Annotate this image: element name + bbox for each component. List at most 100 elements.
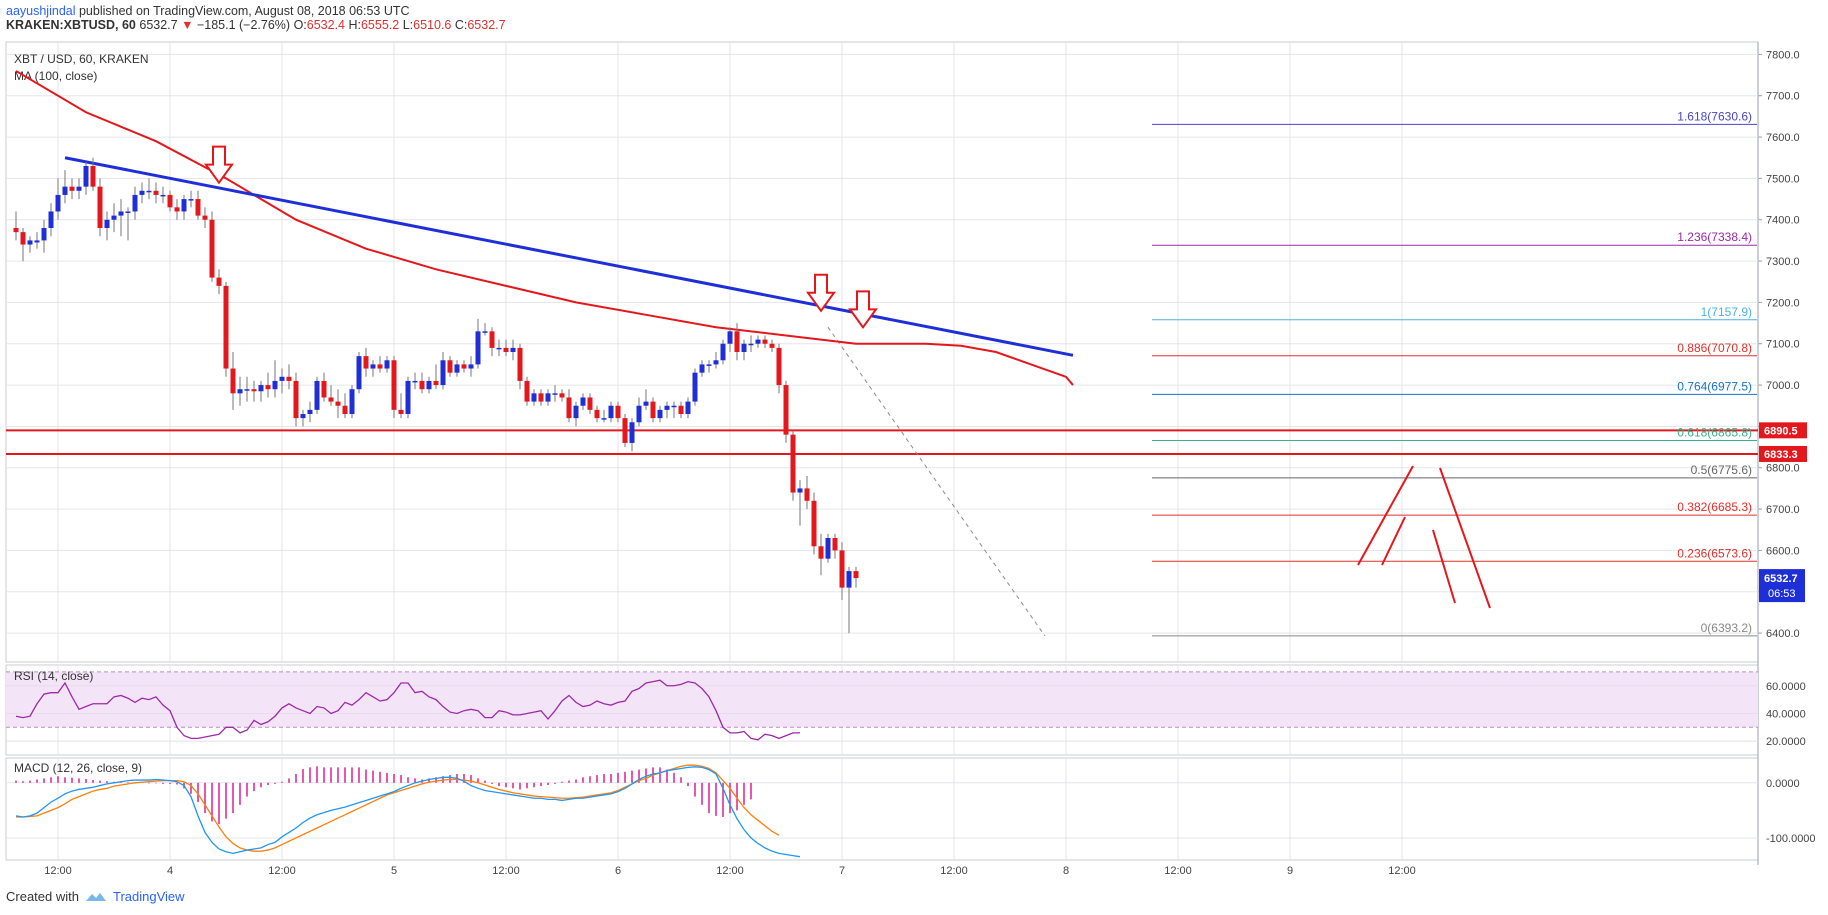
- candle-body: [419, 380, 425, 390]
- macd-title: MACD (12, 26, close, 9): [14, 761, 142, 775]
- candle-body: [720, 343, 726, 361]
- candle-body: [783, 385, 789, 435]
- ma100-line: [15, 70, 1074, 386]
- chart-header: aayushjindal published on TradingView.co…: [6, 4, 506, 32]
- tradingview-brand[interactable]: TradingView: [112, 889, 185, 904]
- candle-body: [545, 393, 551, 402]
- open-value: 6532.4: [306, 18, 345, 32]
- candle-body: [76, 186, 82, 191]
- fib-level-label: 0.764(6977.5): [1677, 379, 1752, 393]
- candle-body: [447, 360, 453, 373]
- fib-level-label: 0.886(7070.8): [1677, 341, 1752, 355]
- candle-body: [13, 228, 19, 233]
- open-label: O:: [293, 18, 307, 32]
- candle-body: [188, 199, 194, 201]
- candle-body: [853, 571, 859, 579]
- y-tick-label: 7300.0: [1766, 256, 1800, 268]
- published-text: published on TradingView.com, August 08,…: [78, 4, 410, 18]
- candle-body: [706, 364, 712, 366]
- fib-level-label: 0.618(6865.8): [1677, 426, 1752, 440]
- y-tick-label: 6800.0: [1766, 463, 1800, 475]
- candle-body: [335, 401, 341, 406]
- price-change: −185.1 (−2.76%): [196, 18, 291, 32]
- y-tick-label: 7500.0: [1766, 173, 1800, 185]
- candle-body: [391, 360, 397, 410]
- y-tick-label: 7100.0: [1766, 339, 1800, 351]
- y-tick-label: 7600.0: [1766, 132, 1800, 144]
- candle-body: [223, 285, 229, 369]
- projection-line: [1381, 516, 1406, 566]
- price-tag-label: 6890.5: [1764, 425, 1798, 437]
- rsi-line: [15, 679, 800, 741]
- candle-body: [405, 380, 411, 414]
- candle-body: [181, 199, 187, 212]
- projection-line: [1439, 467, 1491, 609]
- candle-body: [62, 186, 68, 195]
- x-tick-label: 4: [167, 865, 173, 877]
- chart-title: XBT / USD, 60, KRAKEN: [14, 52, 149, 66]
- ma-legend: MA (100, close): [14, 69, 97, 83]
- candle-body: [832, 538, 838, 551]
- candle-body: [510, 347, 516, 352]
- candle-body: [615, 405, 621, 419]
- x-tick-label: 12:00: [1388, 865, 1416, 877]
- candle-body: [713, 360, 719, 365]
- candle-body: [48, 211, 54, 228]
- candle-body: [146, 190, 152, 193]
- last-price-value: 6532.7: [1764, 573, 1798, 585]
- candle-body: [587, 397, 593, 410]
- candle-body: [412, 380, 418, 383]
- candle-body: [167, 194, 173, 208]
- last-price-time: 06:53: [1768, 588, 1796, 600]
- candle-body: [678, 405, 684, 414]
- down-arrow-icon: [848, 290, 878, 330]
- candle-body: [342, 405, 348, 414]
- candle-body: [321, 380, 327, 398]
- fib-level-label: 1(7157.9): [1701, 305, 1752, 319]
- y-tick-label: 7200.0: [1766, 297, 1800, 309]
- candle-body: [258, 385, 264, 392]
- candle-body: [559, 393, 565, 398]
- footer: Created with TradingView: [6, 889, 185, 904]
- close-label: C:: [454, 18, 468, 32]
- candle-body: [454, 364, 460, 373]
- fib-level-label: 1.236(7338.4): [1677, 230, 1752, 244]
- candle-body: [580, 397, 586, 406]
- y-tick-label: 7400.0: [1766, 215, 1800, 227]
- candle-body: [692, 372, 698, 402]
- candle-body: [55, 194, 61, 212]
- candle-body: [846, 571, 852, 588]
- x-tick-label: 12:00: [716, 865, 744, 877]
- candle-body: [83, 166, 89, 187]
- y-tick-label: 7800.0: [1766, 49, 1800, 61]
- candle-body: [594, 409, 600, 419]
- candle-body: [552, 393, 558, 395]
- x-tick-label: 9: [1287, 865, 1293, 877]
- candle-body: [349, 389, 355, 414]
- author-link[interactable]: aayushjindal: [6, 4, 76, 18]
- candle-body: [797, 488, 803, 493]
- candle-body: [237, 389, 243, 394]
- candle-body: [293, 380, 299, 419]
- candle-body: [818, 546, 824, 559]
- candle-body: [482, 331, 488, 333]
- candle-body: [426, 380, 432, 390]
- candle-body: [251, 389, 257, 392]
- candle-body: [160, 194, 166, 197]
- candle-body: [118, 211, 124, 216]
- candle-body: [125, 211, 131, 213]
- high-label: H:: [348, 18, 361, 32]
- fib-level-label: 0.5(6775.6): [1691, 463, 1752, 477]
- y-tick-label: 7700.0: [1766, 91, 1800, 103]
- candle-body: [209, 219, 215, 278]
- fib-level-label: 0.236(6573.6): [1677, 546, 1752, 560]
- candle-body: [230, 368, 236, 394]
- last-price: 6532.7: [139, 18, 178, 32]
- candle-body: [398, 409, 404, 414]
- y-tick-label: 6700.0: [1766, 504, 1800, 516]
- candle-body: [363, 356, 369, 369]
- trendline: [64, 156, 1074, 357]
- rsi-y-tick: 20.0000: [1766, 736, 1806, 748]
- projection-line: [1432, 529, 1456, 604]
